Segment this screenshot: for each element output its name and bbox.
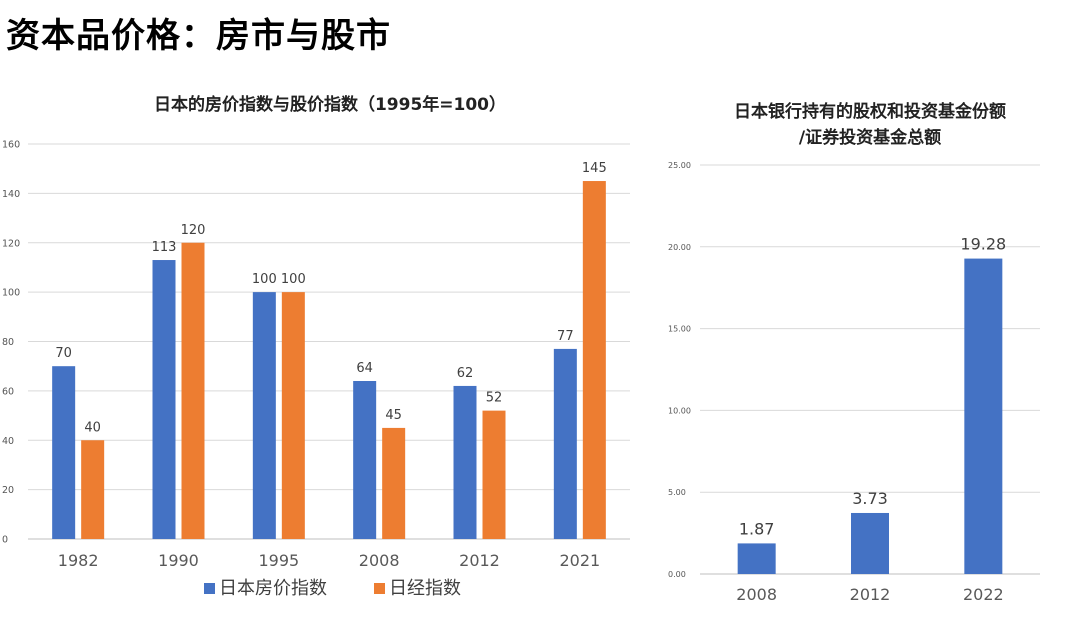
data-label: 40 [84, 420, 101, 435]
bar [353, 381, 377, 539]
data-label: 145 [582, 161, 607, 176]
bar [582, 181, 606, 539]
bar [964, 258, 1003, 574]
data-label: 52 [486, 391, 503, 406]
bar [81, 440, 105, 539]
y-tick-label: 5.00 [668, 488, 686, 497]
y-tick-label: 0 [2, 535, 8, 546]
data-label: 120 [181, 223, 206, 238]
page-title: 资本品价格：房市与股市 [6, 16, 391, 56]
y-tick-label: 10.00 [668, 406, 691, 415]
bar [281, 292, 305, 539]
x-tick-label: 2021 [559, 551, 600, 570]
data-label: 100 [252, 272, 277, 287]
bar [52, 366, 76, 539]
x-tick-label: 2012 [850, 585, 891, 604]
bar [152, 260, 176, 539]
bar [553, 348, 577, 539]
x-tick-label: 1995 [258, 551, 299, 570]
y-tick-label: 100 [2, 288, 20, 299]
legend-swatch [374, 583, 385, 594]
y-tick-label: 15.00 [668, 325, 691, 334]
y-tick-label: 120 [2, 238, 20, 249]
data-label: 113 [152, 240, 177, 255]
legend-swatch [204, 583, 215, 594]
x-tick-label: 1990 [158, 551, 199, 570]
x-tick-label: 2008 [359, 551, 400, 570]
chart-title-line: 日本银行持有的股权和投资基金份额 [734, 101, 1006, 122]
y-tick-label: 60 [2, 386, 14, 397]
chart-title: 日本的房价指数与股价指数（1995年=100） [154, 94, 506, 115]
bar [453, 385, 477, 539]
bar [482, 410, 506, 539]
legend-label: 日本房价指数 [219, 578, 327, 599]
data-label: 1.87 [739, 519, 775, 538]
bar [851, 512, 889, 574]
bar [252, 292, 276, 539]
chart-title-line: /证券投资基金总额 [799, 127, 941, 148]
data-label: 19.28 [960, 235, 1006, 254]
bar [737, 543, 776, 574]
data-label: 64 [356, 361, 373, 376]
y-tick-label: 40 [2, 436, 14, 447]
bar [382, 427, 406, 539]
data-label: 62 [457, 366, 474, 381]
x-tick-label: 1982 [58, 551, 99, 570]
data-label: 70 [55, 346, 72, 361]
data-label: 45 [385, 408, 402, 423]
x-tick-label: 2012 [459, 551, 500, 570]
bar [181, 242, 205, 539]
y-tick-label: 80 [2, 337, 14, 348]
x-tick-label: 2022 [963, 585, 1004, 604]
y-tick-label: 140 [2, 189, 20, 200]
y-tick-label: 0.00 [668, 570, 686, 579]
y-tick-label: 160 [2, 140, 20, 151]
data-label: 77 [557, 329, 574, 344]
legend-label: 日经指数 [389, 578, 461, 599]
y-tick-label: 20.00 [668, 243, 691, 252]
data-label: 3.73 [852, 489, 888, 508]
y-tick-label: 20 [2, 485, 14, 496]
y-tick-label: 25.00 [668, 161, 691, 170]
data-label: 100 [281, 272, 306, 287]
x-tick-label: 2008 [736, 585, 777, 604]
